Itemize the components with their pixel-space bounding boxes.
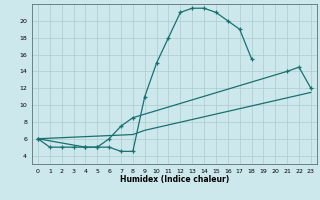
X-axis label: Humidex (Indice chaleur): Humidex (Indice chaleur) — [120, 175, 229, 184]
